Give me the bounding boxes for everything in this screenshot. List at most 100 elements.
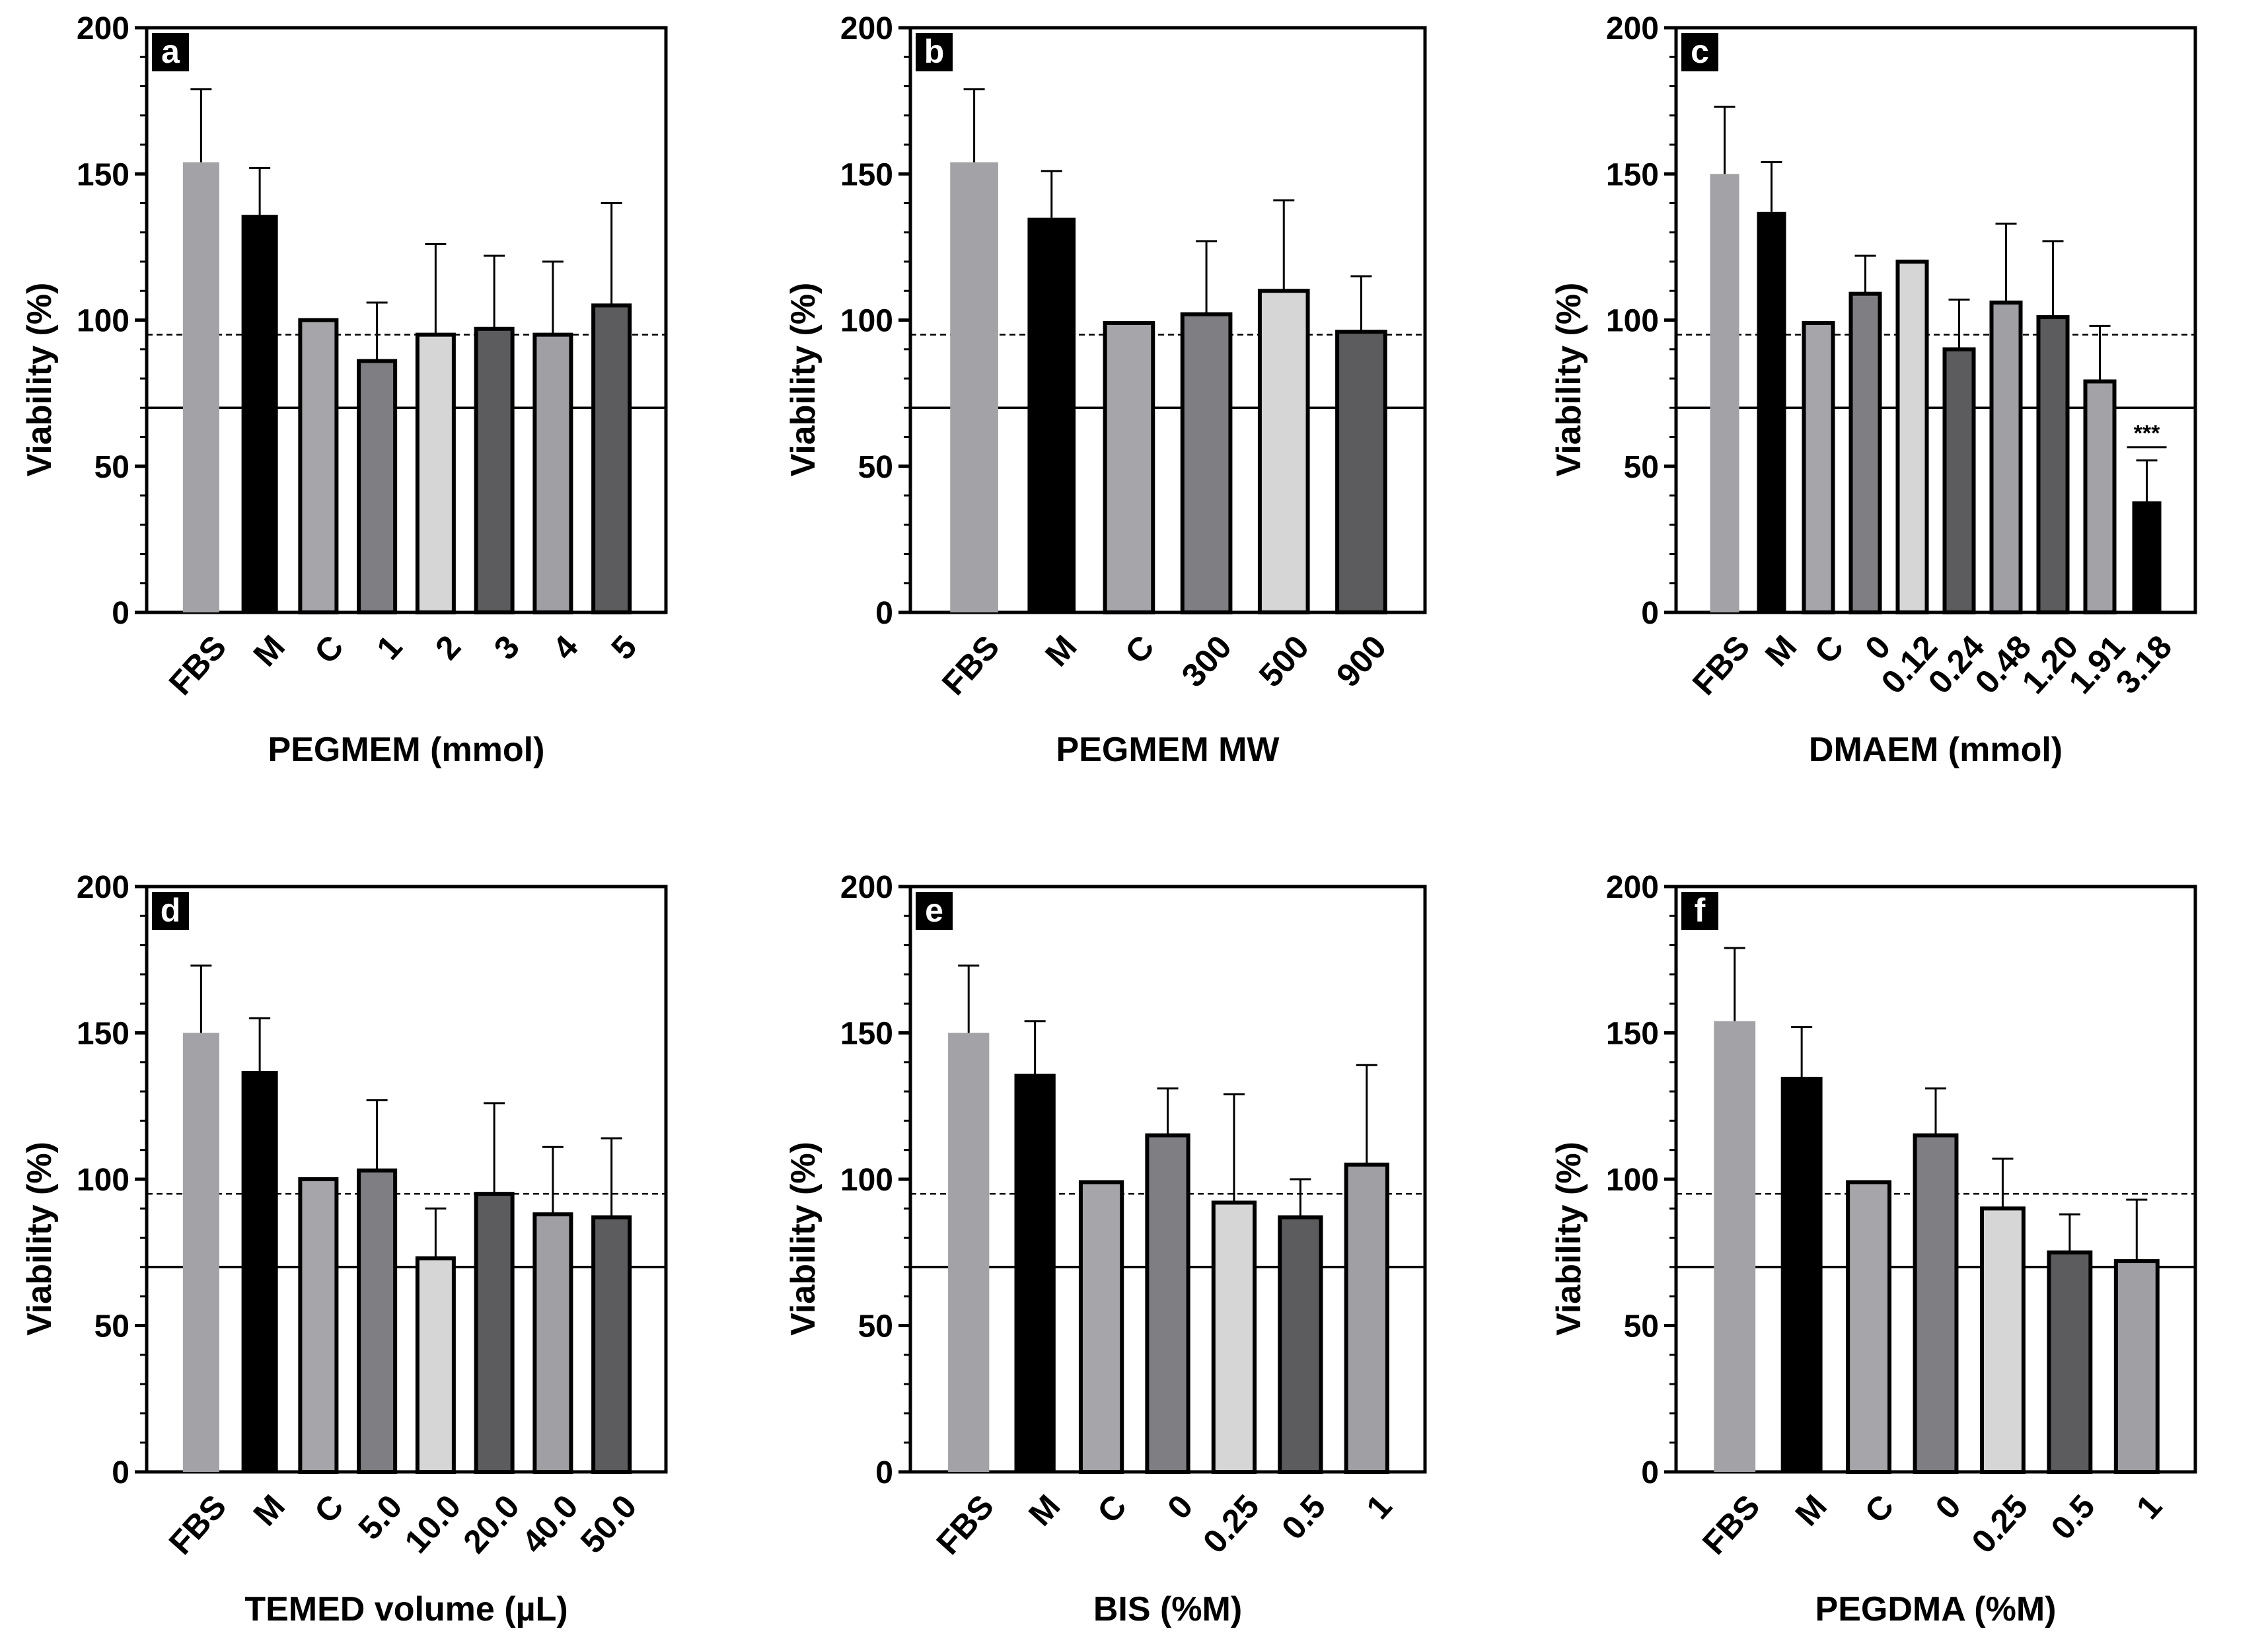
x-tick-label: 0.25 <box>1965 1488 2035 1560</box>
plot-frame <box>145 885 668 1474</box>
bar-M <box>1027 217 1076 612</box>
bar-M <box>1780 1076 1823 1472</box>
chart-panel-b: 0 50 100 150 200 FBS M C 300 500 900 b Viability (%)… <box>784 11 1427 769</box>
x-tick-label: 0.5 <box>1274 1488 1333 1547</box>
y-axis-title: Viability (%) <box>784 283 823 477</box>
y-tick-label: 0 <box>1641 596 1659 631</box>
bar-0.25 <box>1979 1206 2026 1475</box>
bar-M <box>1757 211 1786 612</box>
y-axis-title: Viability (%) <box>20 283 59 477</box>
y-tick-label: 200 <box>840 870 893 905</box>
bar-M <box>241 1071 278 1472</box>
bar-C <box>1802 320 1835 614</box>
bar-0.12 <box>1895 260 1929 614</box>
x-tick-label: 5 <box>604 628 643 667</box>
bar-900 <box>1335 330 1387 614</box>
y-tick-label: 100 <box>77 1163 129 1198</box>
bar-C <box>1846 1180 1892 1475</box>
x-tick-label: FBS <box>930 1488 1002 1562</box>
bar-20.0 <box>474 1192 515 1475</box>
x-tick-label: 40.0 <box>515 1488 585 1560</box>
bar-FBS <box>182 162 219 613</box>
x-tick-label: 1 <box>369 628 409 667</box>
y-axis-title: Viability (%) <box>1550 1142 1588 1336</box>
plot-frame <box>1674 26 2197 614</box>
y-tick-label: 150 <box>1606 157 1659 192</box>
y-tick-label: 150 <box>840 157 893 192</box>
y-axis-title: Viability (%) <box>20 1142 59 1336</box>
x-tick-label: FBS <box>1695 1488 1767 1562</box>
y-tick-label: 50 <box>94 450 129 485</box>
y-tick-label: 150 <box>77 1017 129 1052</box>
bar-FBS <box>182 1033 219 1472</box>
bar-3 <box>474 326 515 614</box>
y-axis-title: Viability (%) <box>1550 283 1588 477</box>
panel-letter: c <box>1691 33 1709 70</box>
x-axis-title: BIS (%M) <box>1093 1590 1242 1628</box>
x-tick-label: C <box>1118 628 1161 671</box>
panel-letter-badge <box>1681 892 1718 930</box>
bar-2 <box>415 332 456 614</box>
bar-1.20 <box>2036 315 2070 614</box>
bar-0 <box>1848 291 1882 614</box>
y-tick-label: 0 <box>875 1455 893 1490</box>
bar-0.24 <box>1942 347 1976 614</box>
panel-letter: a <box>161 33 180 70</box>
bar-FBS <box>1714 1021 1756 1472</box>
x-tick-label: C <box>307 1488 351 1530</box>
x-tick-label: C <box>307 628 351 671</box>
y-tick-label: 100 <box>1606 304 1659 339</box>
panel-letter: f <box>1695 892 1706 929</box>
bar-500 <box>1257 289 1310 614</box>
x-tick-label: 3 <box>487 628 527 667</box>
x-axis-title: PEGMEM MW <box>1056 731 1280 769</box>
y-tick-label: 200 <box>840 11 893 46</box>
bar-10.0 <box>415 1256 456 1474</box>
y-tick-label: 50 <box>858 1309 893 1344</box>
x-tick-label: C <box>1090 1488 1134 1530</box>
x-tick-label: 0.25 <box>1196 1488 1266 1560</box>
y-tick-label: 0 <box>875 596 893 631</box>
panel-letter-badge <box>1681 33 1718 71</box>
bar-FBS <box>950 162 998 613</box>
y-tick-label: 200 <box>77 11 129 46</box>
bar-5 <box>591 303 632 614</box>
x-tick-label: M <box>246 628 292 673</box>
x-tick-label: 1 <box>1359 1488 1399 1526</box>
x-axis-title: DMAEM (mmol) <box>1809 731 2063 769</box>
y-tick-label: 200 <box>1606 870 1659 905</box>
panel-letter: b <box>924 33 945 70</box>
bar-M <box>1014 1074 1056 1472</box>
x-tick-label: M <box>1038 628 1083 673</box>
panel-letter-badge <box>916 892 953 930</box>
y-tick-label: 50 <box>858 450 893 485</box>
y-tick-label: 200 <box>77 870 129 905</box>
x-tick-label: 20.0 <box>456 1488 527 1560</box>
bar-M <box>241 215 278 612</box>
x-tick-label: 1 <box>2129 1488 2169 1526</box>
y-tick-label: 100 <box>77 304 129 339</box>
y-tick-label: 0 <box>112 596 129 631</box>
y-tick-label: 50 <box>1624 1309 1659 1344</box>
bar-300 <box>1180 312 1233 614</box>
bar-C <box>298 1177 339 1474</box>
bar-0 <box>1913 1133 1959 1475</box>
x-tick-label: 0 <box>1928 1488 1968 1526</box>
chart-panel-a: 0 50 100 150 200 FBS M C 1 2 3 4 5 a Viability (%) PEGM… <box>20 11 668 769</box>
x-tick-label: FBS <box>935 628 1007 702</box>
x-tick-label: 300 <box>1175 628 1239 694</box>
x-tick-label: FBS <box>1685 628 1757 702</box>
y-axis-title: Viability (%) <box>784 1142 823 1336</box>
bar-FBS <box>948 1033 990 1472</box>
bar-0.5 <box>2047 1250 2093 1474</box>
bar-1 <box>357 359 398 614</box>
x-tick-label: FBS <box>162 628 234 702</box>
bar-C <box>1078 1180 1124 1475</box>
x-tick-label: M <box>1021 1488 1067 1533</box>
y-tick-label: 150 <box>77 157 129 192</box>
bar-FBS <box>1710 174 1739 612</box>
